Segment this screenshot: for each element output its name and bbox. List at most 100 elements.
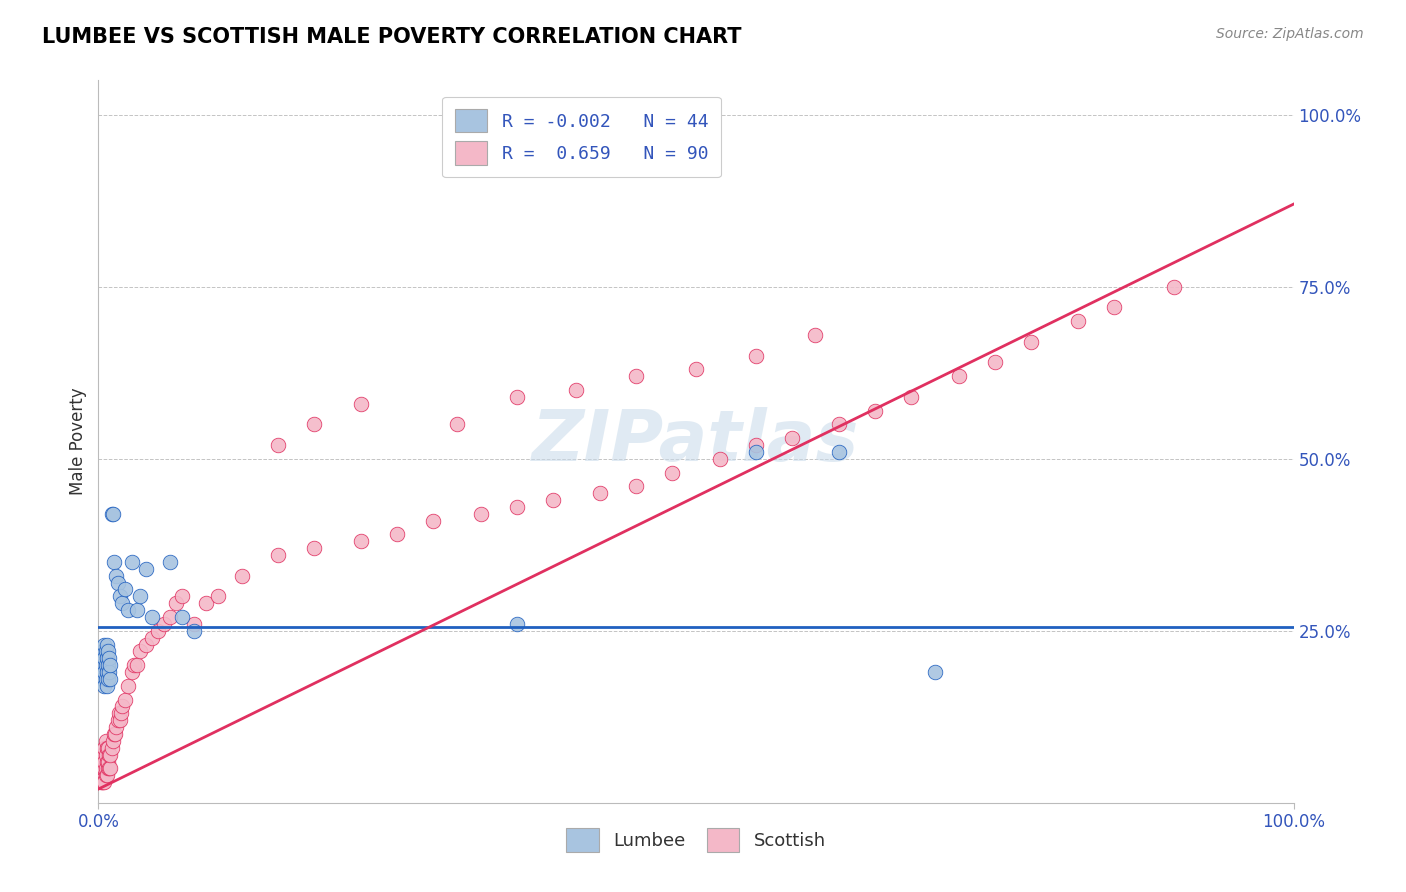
Point — [107, 713, 129, 727]
Point — [111, 699, 134, 714]
Point — [110, 706, 132, 721]
Point — [98, 658, 122, 673]
Point — [589, 486, 612, 500]
Point — [117, 603, 139, 617]
Point — [97, 761, 120, 775]
Point — [94, 747, 117, 762]
Point — [1019, 334, 1042, 349]
Point — [96, 679, 118, 693]
Point — [709, 451, 731, 466]
Point — [506, 500, 529, 514]
Point — [98, 665, 121, 679]
Point — [93, 761, 115, 775]
Point — [101, 734, 124, 748]
Point — [153, 616, 176, 631]
Point — [114, 692, 136, 706]
Point — [105, 568, 128, 582]
Point — [91, 768, 114, 782]
Point — [129, 644, 152, 658]
Point — [124, 658, 146, 673]
Point — [506, 390, 529, 404]
Point — [626, 479, 648, 493]
Point — [91, 761, 114, 775]
Point — [91, 672, 114, 686]
Point — [90, 775, 112, 789]
Point — [1104, 301, 1126, 315]
Point — [108, 713, 131, 727]
Point — [121, 665, 143, 679]
Point — [107, 706, 129, 721]
Point — [828, 445, 851, 459]
Point — [93, 665, 115, 679]
Point — [385, 527, 409, 541]
Text: LUMBEE VS SCOTTISH MALE POVERTY CORRELATION CHART: LUMBEE VS SCOTTISH MALE POVERTY CORRELAT… — [42, 27, 742, 46]
Point — [141, 631, 163, 645]
Point — [117, 679, 139, 693]
Point — [103, 727, 125, 741]
Point — [94, 761, 117, 775]
Point — [97, 755, 120, 769]
Point — [828, 417, 851, 432]
Point — [267, 548, 290, 562]
Point — [114, 582, 136, 597]
Point — [94, 658, 117, 673]
Point — [91, 658, 114, 673]
Point — [183, 616, 205, 631]
Point — [91, 651, 114, 665]
Point — [90, 761, 112, 775]
Point — [780, 431, 803, 445]
Point — [91, 775, 114, 789]
Point — [984, 355, 1007, 369]
Point — [98, 761, 122, 775]
Point — [96, 740, 118, 755]
Point — [89, 768, 111, 782]
Point — [97, 658, 120, 673]
Point — [101, 507, 124, 521]
Point — [302, 417, 325, 432]
Point — [924, 665, 946, 679]
Point — [121, 555, 143, 569]
Point — [745, 349, 768, 363]
Point — [172, 610, 194, 624]
Point — [135, 562, 157, 576]
Point — [135, 638, 157, 652]
Point — [626, 369, 648, 384]
Point — [91, 665, 114, 679]
Point — [125, 603, 148, 617]
Point — [1067, 314, 1090, 328]
Point — [93, 755, 115, 769]
Point — [100, 740, 122, 755]
Point — [91, 761, 114, 775]
Point — [94, 672, 117, 686]
Point — [195, 596, 218, 610]
Point — [103, 555, 125, 569]
Point — [685, 362, 707, 376]
Point — [93, 775, 115, 789]
Y-axis label: Male Poverty: Male Poverty — [69, 388, 87, 495]
Point — [94, 644, 117, 658]
Point — [97, 644, 120, 658]
Point — [565, 383, 588, 397]
Point — [108, 590, 131, 604]
Point — [129, 590, 152, 604]
Point — [96, 651, 118, 665]
Point — [183, 624, 205, 638]
Point — [94, 734, 117, 748]
Point — [91, 755, 114, 769]
Point — [948, 369, 970, 384]
Point — [350, 397, 373, 411]
Point — [93, 651, 115, 665]
Point — [90, 755, 112, 769]
Point — [98, 747, 121, 762]
Point — [97, 740, 120, 755]
Point — [96, 768, 118, 782]
Point — [104, 727, 127, 741]
Point — [172, 590, 194, 604]
Point — [98, 761, 121, 775]
Point — [98, 672, 122, 686]
Point — [745, 445, 768, 459]
Text: ZIPatlas: ZIPatlas — [533, 407, 859, 476]
Point — [302, 541, 325, 556]
Point — [111, 596, 134, 610]
Point — [159, 555, 181, 569]
